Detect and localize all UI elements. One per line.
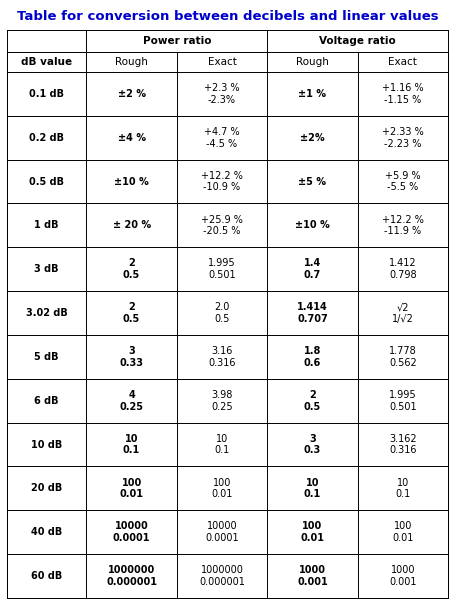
Text: 1 dB: 1 dB [35,221,59,230]
Text: 0.1 dB: 0.1 dB [29,89,64,99]
Text: 10000
0.0001: 10000 0.0001 [205,521,239,543]
Text: dB value: dB value [21,57,72,67]
Text: 1.995
0.501: 1.995 0.501 [208,258,236,280]
Text: 10 dB: 10 dB [31,439,62,450]
Text: Power ratio: Power ratio [142,36,211,46]
Text: +1.16 %
-1.15 %: +1.16 % -1.15 % [382,83,424,105]
Text: 1.412
0.798: 1.412 0.798 [389,258,417,280]
Text: 3
0.33: 3 0.33 [120,346,144,368]
Text: 3.16
0.316: 3.16 0.316 [208,346,236,368]
Text: +12.2 %
-10.9 %: +12.2 % -10.9 % [201,171,243,192]
Text: Exact: Exact [389,57,417,67]
Text: +25.9 %
-20.5 %: +25.9 % -20.5 % [201,215,243,236]
Text: Rough: Rough [296,57,329,67]
Text: 2
0.5: 2 0.5 [304,390,321,411]
Text: 5 dB: 5 dB [35,352,59,362]
Text: 1.414
0.707: 1.414 0.707 [297,302,328,324]
Text: Exact: Exact [207,57,237,67]
Text: 10
0.1: 10 0.1 [214,434,230,455]
Text: +2.33 %
-2.23 %: +2.33 % -2.23 % [382,127,424,148]
Text: ±1 %: ±1 % [298,89,326,99]
Text: 10
0.1: 10 0.1 [395,478,410,499]
Text: +5.9 %
-5.5 %: +5.9 % -5.5 % [385,171,420,192]
Text: 1.778
0.562: 1.778 0.562 [389,346,417,368]
Text: 1.4
0.7: 1.4 0.7 [304,258,321,280]
Text: 2.0
0.5: 2.0 0.5 [214,302,230,324]
Text: 1000000
0.000001: 1000000 0.000001 [199,565,245,587]
Text: 100
0.01: 100 0.01 [120,478,144,499]
Text: 40 dB: 40 dB [31,527,62,538]
Text: ±10 %: ±10 % [114,176,149,187]
Text: 20 dB: 20 dB [31,484,62,493]
Text: 4
0.25: 4 0.25 [120,390,144,411]
Text: 3.98
0.25: 3.98 0.25 [211,390,233,411]
Text: 3.02 dB: 3.02 dB [26,308,67,318]
Text: +2.3 %
-2.3%: +2.3 % -2.3% [204,83,240,105]
Text: √2
1/√2: √2 1/√2 [392,302,414,324]
Text: 2
0.5: 2 0.5 [123,302,140,324]
Text: 1.995
0.501: 1.995 0.501 [389,390,417,411]
Text: 100
0.01: 100 0.01 [392,521,414,543]
Text: 2
0.5: 2 0.5 [123,258,140,280]
Text: 1.8
0.6: 1.8 0.6 [303,346,321,368]
Text: 1000000
0.000001: 1000000 0.000001 [106,565,157,587]
Text: 3
0.3: 3 0.3 [304,434,321,455]
Text: +12.2 %
-11.9 %: +12.2 % -11.9 % [382,215,424,236]
Text: ±2 %: ±2 % [117,89,146,99]
Text: 0.2 dB: 0.2 dB [29,133,64,143]
Text: +4.7 %
-4.5 %: +4.7 % -4.5 % [204,127,240,148]
Text: 1000
0.001: 1000 0.001 [389,565,416,587]
Text: 10000
0.0001: 10000 0.0001 [113,521,150,543]
Text: Table for conversion between decibels and linear values: Table for conversion between decibels an… [17,10,438,23]
Text: 1000
0.001: 1000 0.001 [297,565,328,587]
Text: 3.162
0.316: 3.162 0.316 [389,434,417,455]
Text: ±5 %: ±5 % [298,176,326,187]
Text: 100
0.01: 100 0.01 [211,478,233,499]
Text: ±2%: ±2% [300,133,325,143]
Text: 6 dB: 6 dB [35,396,59,406]
Text: 10
0.1: 10 0.1 [304,478,321,499]
Text: ± 20 %: ± 20 % [112,221,151,230]
Text: Rough: Rough [115,57,148,67]
Text: 100
0.01: 100 0.01 [300,521,324,543]
Text: ±10 %: ±10 % [295,221,330,230]
Text: 0.5 dB: 0.5 dB [29,176,64,187]
Text: ±4 %: ±4 % [117,133,146,143]
Text: 60 dB: 60 dB [31,571,62,581]
Text: 10
0.1: 10 0.1 [123,434,140,455]
Text: 3 dB: 3 dB [35,264,59,275]
Text: Voltage ratio: Voltage ratio [319,36,396,46]
